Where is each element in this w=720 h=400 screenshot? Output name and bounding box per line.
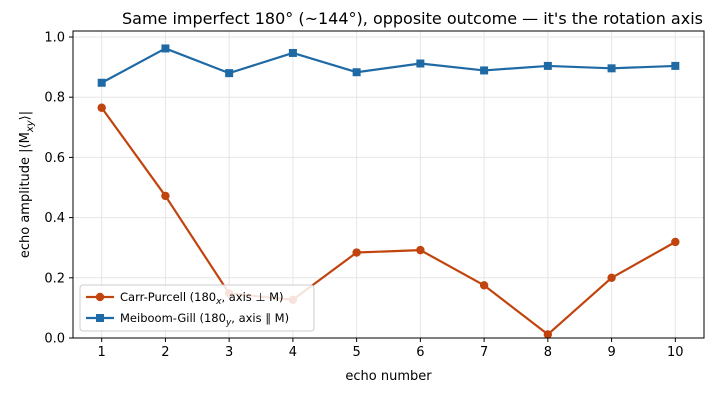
data-point-circle — [416, 245, 425, 255]
data-point-square — [480, 66, 489, 75]
data-point-square — [671, 61, 680, 70]
x-tick-label: 8 — [544, 345, 552, 360]
x-tick-label: 6 — [416, 345, 424, 360]
x-tick-label: 7 — [480, 345, 488, 360]
data-point-circle — [479, 281, 489, 290]
x-tick-label: 3 — [225, 345, 233, 360]
data-point-circle — [671, 237, 680, 247]
series-line-2 — [101, 47, 676, 84]
data-point-square — [352, 68, 361, 77]
data-point-square — [161, 44, 170, 53]
data-point-square — [97, 78, 106, 87]
y-tick-label: 0.4 — [44, 211, 65, 226]
x-tick-label: 2 — [161, 345, 169, 360]
data-point-square — [416, 59, 425, 68]
legend-swatch-marker — [95, 292, 105, 302]
plot-frame — [72, 30, 705, 339]
data-point-circle — [543, 330, 553, 339]
legend-box — [79, 284, 315, 332]
x-tick-label: 10 — [667, 345, 684, 360]
x-tick-label: 5 — [352, 345, 360, 360]
legend-swatch-marker — [96, 314, 104, 322]
y-tick-label: 0.8 — [44, 91, 65, 106]
data-point-square — [607, 64, 616, 73]
series-line-1 — [100, 107, 676, 336]
x-tick-label: 4 — [289, 345, 297, 360]
data-point-circle — [607, 273, 616, 283]
y-tick-label: 0.6 — [44, 151, 65, 166]
data-point-circle — [352, 248, 361, 257]
legend-label: Meiboom-Gill (180y, axis ∥ M) — [120, 311, 289, 328]
x-axis-label: echo number — [345, 369, 432, 384]
data-point-square — [288, 48, 297, 57]
x-tick-label: 1 — [98, 345, 106, 360]
x-tick-label: 9 — [607, 345, 615, 360]
legend: Carr-Purcell (180x, axis ⊥ M) Meiboom-Gil… — [79, 284, 315, 332]
data-point-square — [225, 69, 234, 78]
y-tick-label: 0.0 — [44, 332, 65, 347]
data-point-square — [543, 61, 552, 70]
chart-title: Same imperfect 180° (~144°), opposite ou… — [122, 9, 703, 28]
data-point-circle — [97, 103, 106, 112]
ticks: 1 2 3 4 5 6 7 8 9 10 0.0 0.2 0.4 0.6 0.8 1.0 — [44, 31, 683, 360]
y-tick-label: 0.2 — [44, 271, 65, 286]
legend-label: Carr-Purcell (180x, axis ⊥ M) — [120, 290, 284, 307]
data-point-circle — [161, 191, 170, 201]
y-axis-label: echo amplitude |⟨Mxy⟩| — [18, 111, 36, 258]
y-tick-label: 1.0 — [44, 31, 65, 46]
